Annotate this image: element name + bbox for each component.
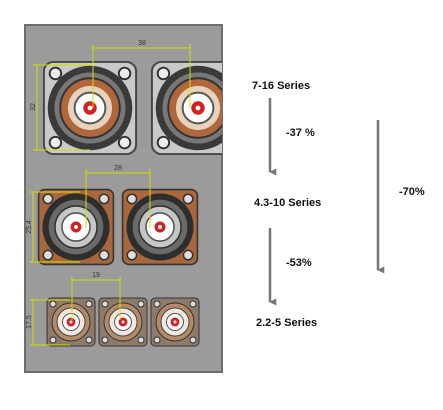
reduction-label: -53% (286, 257, 312, 269)
reduction-label: -70% (399, 186, 425, 198)
connector-2-2-5 (98, 297, 148, 347)
connector-2-2-5 (150, 297, 200, 347)
connector-4-3-10 (37, 188, 115, 266)
series-label: 7-16 Series (252, 80, 310, 92)
dimension-lines (30, 44, 191, 346)
series-label: 2.2-5 Series (256, 317, 317, 329)
dimension-label: 32 (30, 103, 37, 111)
series-label: 4.3-10 Series (254, 197, 321, 209)
dimension-label: 19 (92, 272, 100, 279)
connector-7-16 (150, 60, 222, 156)
dimension-label: 28 (114, 165, 122, 172)
arrows (268, 98, 385, 306)
connector-2-2-5 (46, 297, 96, 347)
reduction-label: -37 % (286, 127, 315, 139)
dimension-label: 17.5 (26, 315, 33, 329)
connector-7-16 (42, 60, 138, 156)
dimension-label: 38 (138, 40, 146, 47)
connector-4-3-10 (121, 188, 199, 266)
dimension-label: 25.4 (26, 220, 33, 234)
